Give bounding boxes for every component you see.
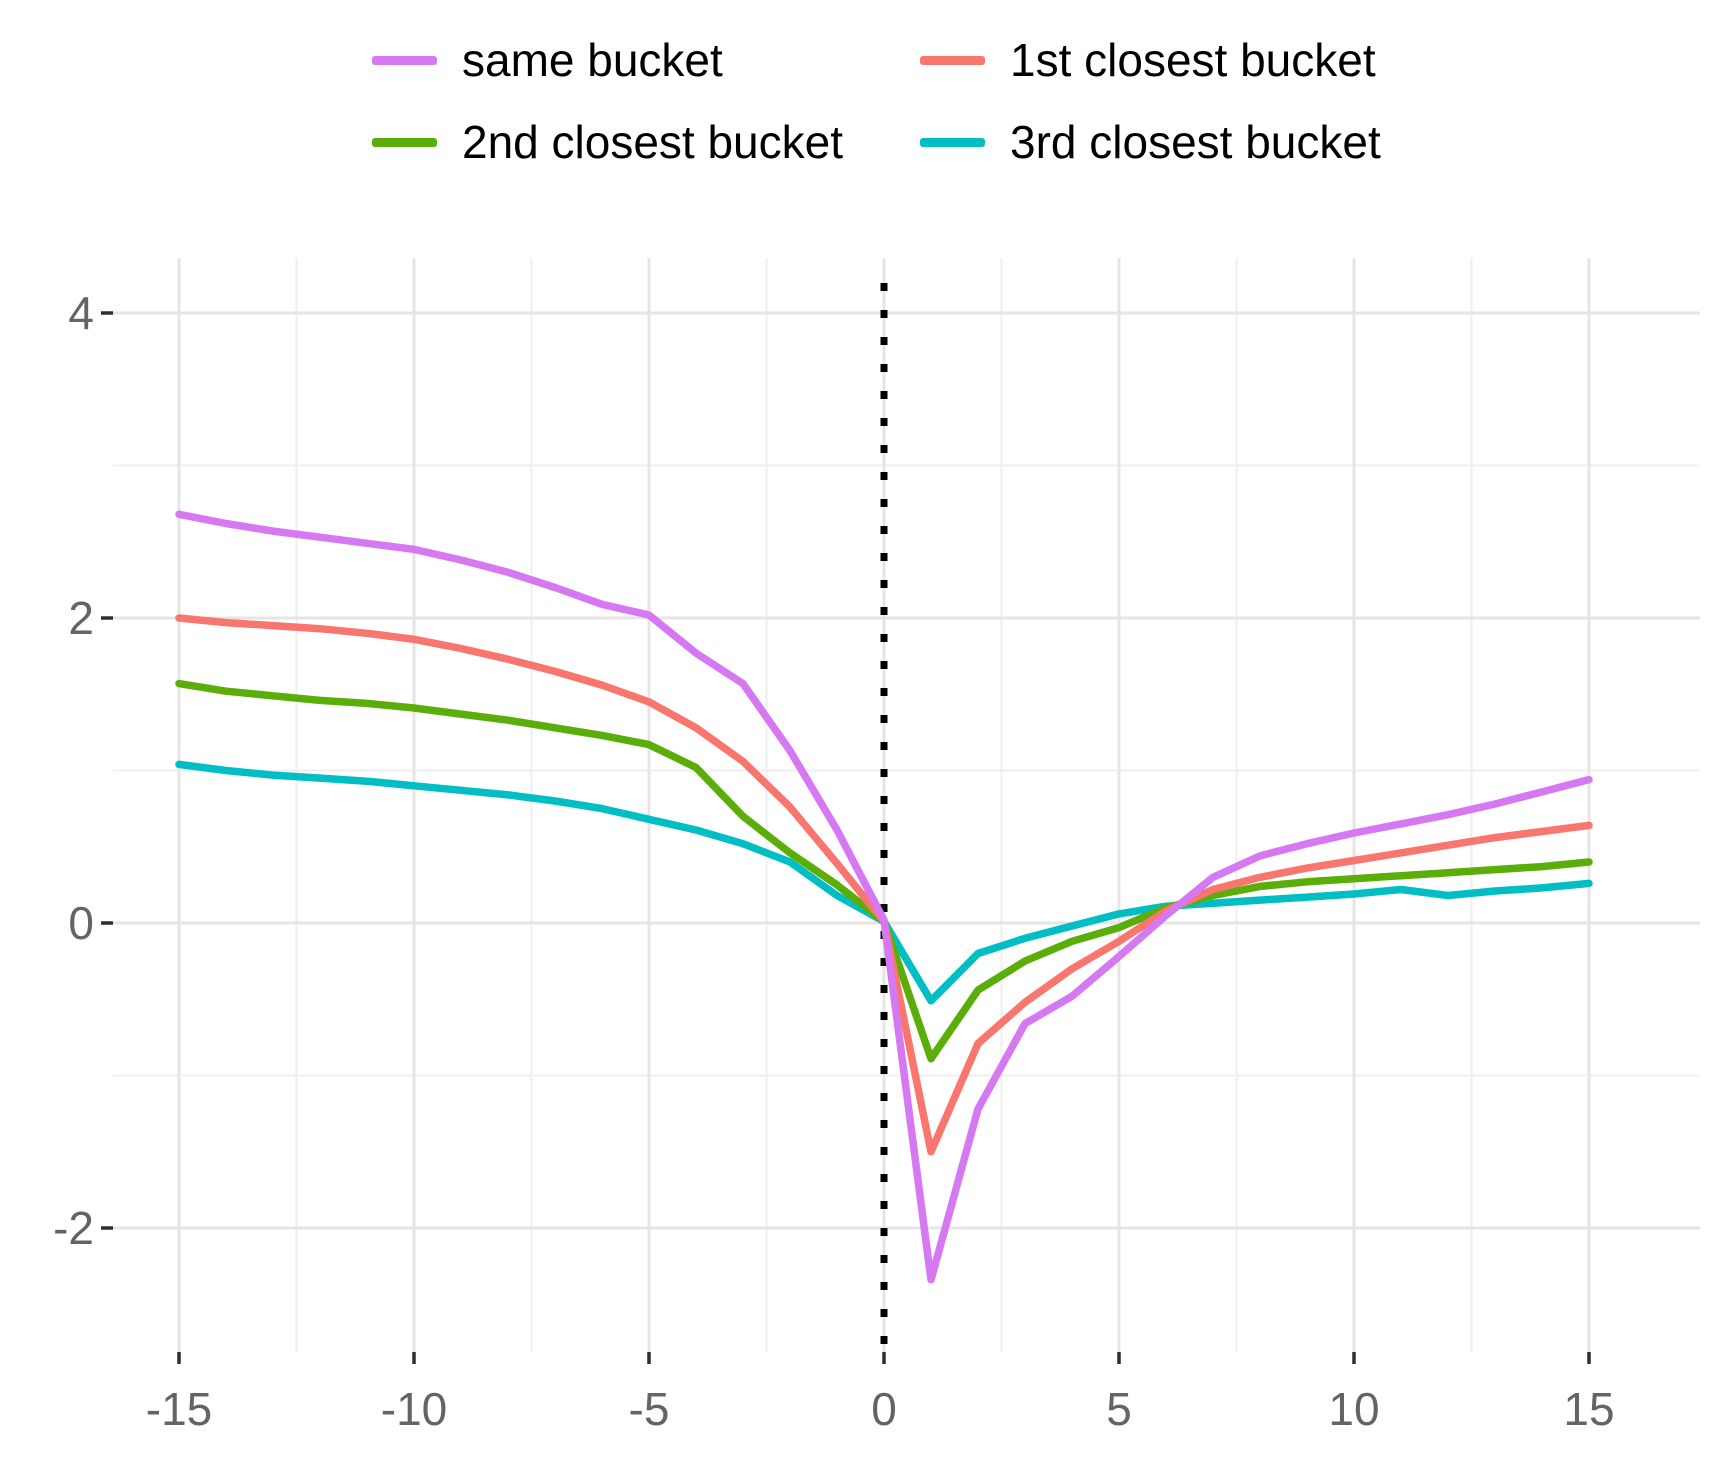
- y-axis-label: 2: [68, 592, 94, 644]
- x-axis-label: 10: [1328, 1383, 1379, 1435]
- legend-item-1st-closest-bucket: 1st closest bucket: [920, 26, 1381, 94]
- legend-item-2nd-closest-bucket: 2nd closest bucket: [372, 108, 920, 176]
- legend-key-line-icon: [372, 55, 437, 65]
- gridlines-minor: [113, 258, 1700, 1352]
- legend-item-same-bucket: same bucket: [372, 26, 920, 94]
- legend-key-line-icon: [920, 55, 985, 65]
- x-axis-labels: -15 -10 -5 0 5 10 15: [146, 1383, 1615, 1435]
- gridlines-major: [113, 258, 1700, 1352]
- y-axis-label: 4: [68, 287, 94, 339]
- series-lines: [175, 510, 1593, 1284]
- x-axis-label: -10: [381, 1383, 447, 1435]
- x-axis-label: -5: [629, 1383, 670, 1435]
- y-axis-label: 0: [68, 897, 94, 949]
- x-axis-label: 15: [1563, 1383, 1614, 1435]
- y-axis-label: -2: [53, 1202, 94, 1254]
- x-axis-label: -15: [146, 1383, 212, 1435]
- legend-label: 2nd closest bucket: [462, 116, 844, 168]
- x-axis-label: 0: [871, 1383, 897, 1435]
- legend-item-3rd-closest-bucket: 3rd closest bucket: [920, 108, 1381, 176]
- legend-key-line-icon: [920, 137, 985, 147]
- series-line-same-bucket: [175, 510, 1593, 1284]
- x-axis-label: 5: [1106, 1383, 1132, 1435]
- legend-key-line-icon: [372, 137, 437, 147]
- chart-legend: same bucket 1st closest bucket 2nd closest…: [372, 26, 1381, 176]
- legend-label: 3rd closest bucket: [1010, 116, 1381, 168]
- legend-label: 1st closest bucket: [1010, 34, 1376, 86]
- legend-label: same bucket: [462, 34, 723, 86]
- y-axis-labels: -2 0 2 4: [53, 287, 94, 1254]
- axis-ticks: [101, 311, 1591, 1364]
